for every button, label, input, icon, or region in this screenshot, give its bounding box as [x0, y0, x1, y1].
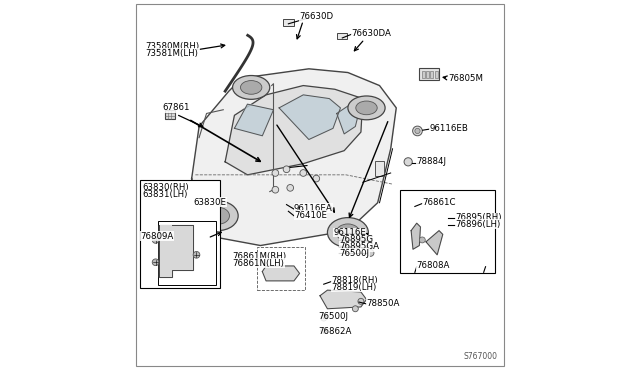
Text: 78884J: 78884J: [417, 157, 447, 166]
Circle shape: [419, 237, 425, 243]
Polygon shape: [279, 95, 340, 140]
Text: 96116E: 96116E: [333, 228, 366, 237]
Bar: [337, 33, 347, 39]
Circle shape: [367, 250, 374, 256]
Text: 76895GA: 76895GA: [339, 242, 380, 251]
Text: 76500J: 76500J: [339, 249, 369, 258]
Bar: [431, 71, 433, 78]
Polygon shape: [159, 225, 193, 277]
Polygon shape: [191, 69, 396, 246]
Bar: [400, 190, 495, 273]
Bar: [426, 71, 429, 78]
Text: 76630D: 76630D: [300, 12, 333, 21]
Circle shape: [404, 158, 412, 166]
Text: 96116EA: 96116EA: [294, 204, 333, 213]
Circle shape: [353, 306, 358, 312]
Circle shape: [283, 166, 290, 173]
Text: 73580M(RH): 73580M(RH): [145, 42, 199, 51]
Text: 96116EB: 96116EB: [429, 124, 468, 133]
Circle shape: [193, 251, 200, 258]
Ellipse shape: [336, 224, 360, 241]
Ellipse shape: [348, 96, 385, 120]
Bar: [419, 68, 439, 80]
Text: 76862A: 76862A: [318, 327, 351, 336]
Bar: [140, 180, 220, 288]
Text: 76809A: 76809A: [141, 232, 174, 241]
Ellipse shape: [328, 218, 369, 247]
Text: 63831(LH): 63831(LH): [142, 190, 188, 199]
Text: 67861: 67861: [162, 103, 189, 112]
Text: 76805M: 76805M: [449, 74, 483, 83]
Bar: [257, 247, 305, 290]
Circle shape: [321, 315, 326, 321]
Circle shape: [415, 128, 420, 134]
Ellipse shape: [241, 81, 262, 94]
Text: 76895(RH): 76895(RH): [456, 213, 502, 222]
Polygon shape: [337, 106, 359, 134]
Text: S767000: S767000: [464, 352, 498, 361]
Bar: [422, 71, 424, 78]
Bar: [283, 19, 294, 26]
Text: 76630DA: 76630DA: [351, 29, 392, 38]
Circle shape: [272, 170, 278, 176]
Text: 76896(LH): 76896(LH): [456, 220, 501, 229]
Text: 78819(LH): 78819(LH): [331, 283, 376, 292]
Text: 73581M(LH): 73581M(LH): [145, 49, 198, 58]
Ellipse shape: [356, 101, 377, 115]
Circle shape: [272, 186, 278, 193]
Circle shape: [313, 175, 319, 182]
Circle shape: [413, 126, 422, 136]
Text: 76500J: 76500J: [318, 312, 348, 321]
Circle shape: [152, 237, 159, 243]
Polygon shape: [426, 231, 443, 255]
Bar: [158, 221, 216, 285]
Circle shape: [365, 236, 372, 243]
Polygon shape: [234, 104, 273, 136]
Text: 63830(RH): 63830(RH): [142, 183, 189, 192]
Text: 76410E: 76410E: [294, 211, 327, 219]
Bar: [374, 161, 384, 176]
Circle shape: [287, 185, 294, 191]
Circle shape: [366, 243, 373, 250]
Text: 76861C: 76861C: [422, 198, 456, 207]
Text: 76861M(RH): 76861M(RH): [232, 252, 287, 261]
Polygon shape: [320, 290, 367, 309]
Circle shape: [300, 170, 307, 176]
Circle shape: [358, 298, 364, 304]
Text: 63830E: 63830E: [193, 198, 227, 207]
Text: 76861N(LH): 76861N(LH): [232, 259, 284, 268]
Polygon shape: [225, 86, 363, 175]
Text: 76808A: 76808A: [417, 262, 450, 270]
Text: 78850A: 78850A: [367, 299, 400, 308]
Text: 78818(RH): 78818(RH): [331, 276, 378, 285]
Polygon shape: [411, 223, 420, 249]
Bar: [435, 71, 438, 78]
Text: 76895G: 76895G: [339, 235, 374, 244]
Ellipse shape: [232, 76, 270, 99]
Circle shape: [152, 259, 159, 266]
Bar: [164, 110, 175, 119]
Ellipse shape: [197, 201, 238, 231]
Ellipse shape: [206, 207, 230, 224]
Circle shape: [321, 327, 326, 333]
Polygon shape: [262, 266, 300, 281]
